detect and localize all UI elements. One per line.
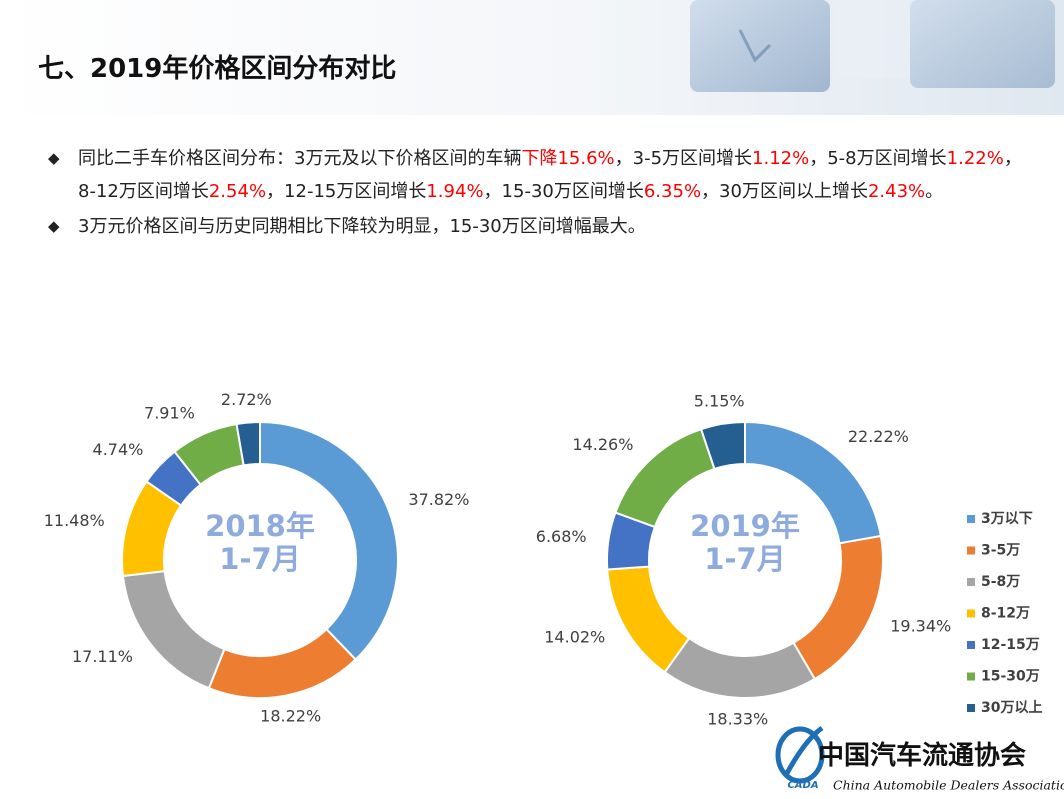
donut-slice	[663, 636, 817, 699]
legend-label: 30万以上	[981, 700, 1042, 716]
legend-swatch	[967, 609, 975, 618]
data-label: 14.26%	[572, 435, 633, 454]
bullet: 同比二手车价格区间分布：3万元及以下价格区间的车辆下降15.6%，3-5万区间增…	[48, 142, 1038, 208]
bullet: 3万元价格区间与历史同期相比下降较为明显，15-30万区间增幅最大。	[48, 210, 1038, 243]
bullet-text: ，30万区间以上增长	[701, 181, 868, 202]
legend-label: 8-12万	[981, 606, 1030, 622]
center-label: 1-7月	[219, 542, 300, 576]
data-label: 7.91%	[144, 403, 195, 422]
bullet-text: 同比二手车价格区间分布：3万元及以下价格区间的车辆	[78, 148, 522, 169]
data-label: 6.68%	[536, 527, 587, 546]
legend-label: 12-15万	[981, 637, 1040, 653]
legend-swatch	[967, 546, 975, 555]
legend-label: 15-30万	[981, 669, 1040, 685]
legend-swatch	[967, 672, 975, 681]
highlight-text: 1.22%	[946, 148, 1004, 169]
legend-swatch	[967, 578, 975, 586]
data-label: 18.22%	[260, 707, 321, 726]
highlight-text: 2.54%	[208, 181, 267, 202]
data-label: 37.82%	[408, 490, 469, 509]
data-label: 14.02%	[544, 627, 605, 646]
data-label: 11.48%	[44, 511, 105, 530]
bullet-text: 3万元价格区间与历史同期相比下降较为明显，15-30万区间增幅最大。	[78, 216, 646, 237]
bullet-text: ，12-15万区间增长	[266, 181, 427, 202]
slide-title: 七、2019年价格区间分布对比	[38, 54, 397, 84]
logo-name: 中国汽车流通协会	[818, 740, 1026, 771]
legend-label: 3万以下	[981, 511, 1033, 527]
donut-slice	[173, 422, 245, 487]
donut-slice	[606, 511, 657, 571]
bullet-text: ，8-12万区间增长	[78, 148, 1022, 202]
donut-slice	[121, 480, 183, 578]
bullet-text: ，3-5万区间增长	[614, 148, 753, 169]
donut-slice	[235, 420, 261, 467]
data-label: 18.33%	[707, 709, 768, 728]
donut-slice	[606, 565, 691, 674]
donut-slice	[614, 427, 716, 529]
legend-swatch	[967, 704, 975, 712]
highlight-text: 2.43%	[867, 181, 926, 202]
data-label: 5.15%	[694, 392, 745, 411]
center-label: 2018年	[205, 509, 315, 543]
bullet-text: 。	[925, 181, 944, 202]
data-label: 4.74%	[93, 440, 144, 459]
center-label: 2019年	[690, 509, 800, 543]
donut-slice	[699, 420, 746, 471]
data-label: 22.22%	[848, 427, 909, 446]
bullet-text: ，15-30万区间增长	[483, 181, 644, 202]
highlight-text: 1.12%	[752, 148, 810, 169]
bullet-list: 同比二手车价格区间分布：3万元及以下价格区间的车辆下降15.6%，3-5万区间增…	[48, 142, 1038, 245]
donut-slice	[744, 420, 883, 545]
donut-slice	[207, 627, 358, 699]
highlight-text: 下降15.6%	[521, 148, 615, 169]
header: 七、2019年价格区间分布对比	[0, 0, 1064, 115]
logo-abbr: CADA	[787, 780, 818, 791]
highlight-text: 6.35%	[643, 181, 702, 202]
logo-mark	[775, 725, 825, 784]
donut-slice	[259, 420, 399, 661]
donut-slice	[121, 570, 226, 690]
header-art	[690, 0, 1055, 92]
data-label: 19.34%	[890, 617, 951, 636]
bullet-text: ，5-8万区间增长	[809, 148, 947, 169]
logo-en: China Automobile Dealers Association	[833, 778, 1064, 793]
legend-swatch	[967, 515, 975, 523]
data-label: 17.11%	[72, 647, 133, 666]
highlight-text: 1.94%	[426, 181, 484, 202]
donut-slice	[792, 534, 884, 681]
data-label: 2.72%	[221, 390, 272, 409]
donut-slice	[145, 450, 202, 507]
legend-label: 3-5万	[981, 543, 1020, 559]
legend-swatch	[967, 641, 975, 649]
center-label: 1-7月	[704, 542, 785, 576]
legend-label: 5-8万	[981, 574, 1020, 590]
